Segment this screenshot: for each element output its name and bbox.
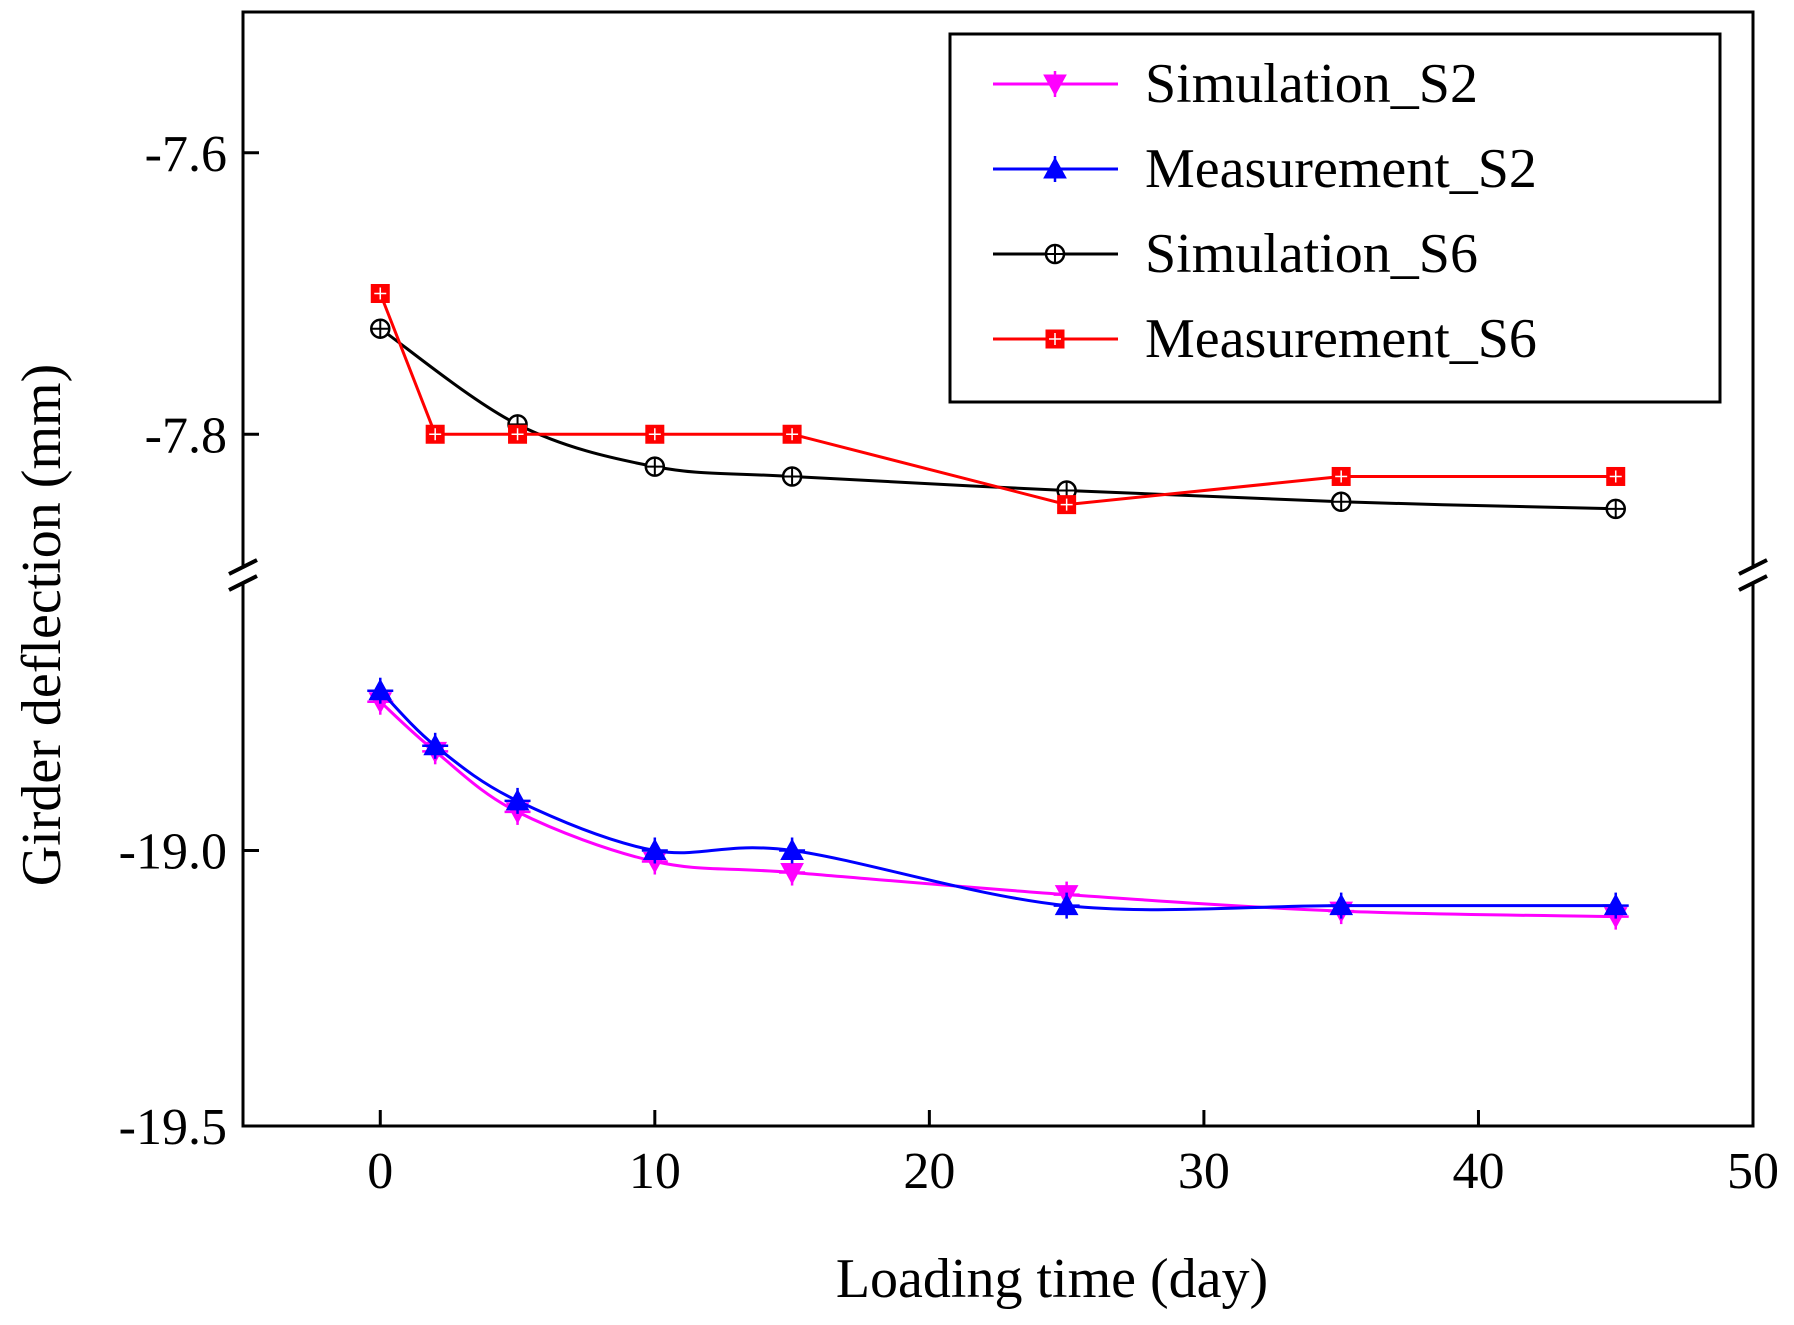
axis-break-line xyxy=(228,574,258,592)
series-measurement-s2 xyxy=(367,677,1629,919)
x-axis-title: Loading time (day) xyxy=(836,1248,1268,1310)
legend-label: Measurement_S2 xyxy=(1145,138,1537,200)
legend-entry: Measurement_S6 xyxy=(993,308,1537,370)
x-tick-label: 10 xyxy=(629,1143,681,1200)
legend-entry: Simulation_S6 xyxy=(993,223,1478,285)
x-tick-label: 20 xyxy=(903,1143,955,1200)
series-layer xyxy=(367,284,1629,930)
y-axis-title: Girder deflection (mm) xyxy=(11,364,73,886)
x-tick-label: 0 xyxy=(367,1143,393,1200)
axis-break-line xyxy=(1738,558,1768,576)
ticks-layer: 0 10 20 30 40 50 -7.6 -7.8 -19.0 -19.5 xyxy=(119,126,1779,1200)
legend-label: Measurement_S6 xyxy=(1145,308,1537,370)
legend-entry: Measurement_S2 xyxy=(993,138,1537,200)
y-tick-label: -7.8 xyxy=(145,407,227,464)
series-line xyxy=(379,689,1616,912)
series-line xyxy=(379,700,1616,919)
legend-label: Simulation_S6 xyxy=(1145,223,1478,285)
series-simulation-s2 xyxy=(367,688,1629,930)
axis-break-marks xyxy=(225,558,1771,592)
y-tick-label: -7.6 xyxy=(145,126,227,183)
axis-break-line xyxy=(228,558,258,576)
legend-entry: Simulation_S2 xyxy=(993,53,1478,115)
legend-label: Simulation_S2 xyxy=(1145,53,1478,115)
y-tick-label: -19.5 xyxy=(119,1099,227,1156)
series-line xyxy=(378,292,1616,507)
x-tick-label: 50 xyxy=(1727,1143,1779,1200)
legend: Simulation_S2 Measurement_S2 Simulation_S6… xyxy=(948,32,1722,404)
x-tick-label: 30 xyxy=(1178,1143,1230,1200)
legend-box xyxy=(948,32,1722,404)
x-tick-label: 40 xyxy=(1452,1143,1504,1200)
axis-break-line xyxy=(1738,574,1768,592)
y-tick-label: -19.0 xyxy=(119,824,227,881)
series-measurement-s6 xyxy=(370,284,1626,515)
